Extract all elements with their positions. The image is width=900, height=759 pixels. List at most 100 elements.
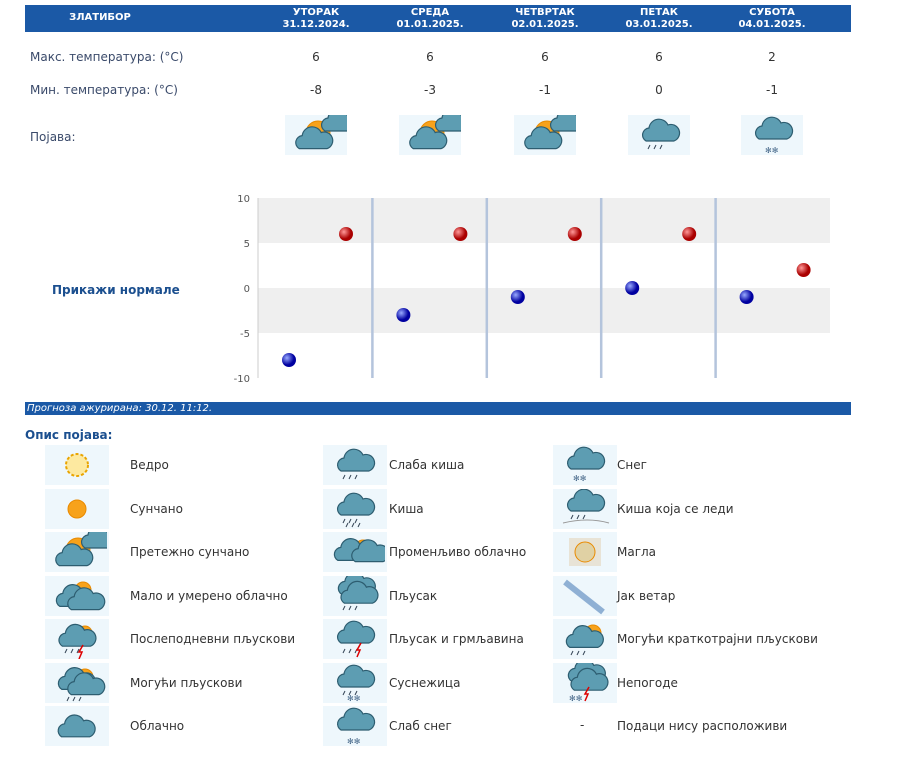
light-snow-icon: ✻✻ <box>323 706 387 746</box>
legend-label: Претежно сунчано <box>130 545 250 559</box>
svg-text:✻✻: ✻✻ <box>347 694 361 703</box>
legend-label: Киша која се леди <box>617 501 734 516</box>
y-tick-label: 10 <box>237 194 250 205</box>
forecast-updated: Прогноза ажурирана: 30.12. 11:12. <box>25 402 851 415</box>
sunny-icon <box>45 488 109 529</box>
fog-icon <box>553 532 617 572</box>
day-date: 02.01.2025. <box>511 19 579 30</box>
cloudy-icon <box>45 706 109 746</box>
legend-label: Слаба киша <box>389 458 465 472</box>
day-header: СРЕДА 01.01.2025. <box>375 7 485 31</box>
day-date: 03.01.2025. <box>625 19 693 30</box>
rain-icon <box>323 488 387 529</box>
svg-text:✻✻: ✻✻ <box>765 146 779 155</box>
day-header: СУБОТА 04.01.2025. <box>717 7 827 31</box>
min-temp: -1 <box>766 83 778 97</box>
thunderstorm-icon <box>323 619 387 659</box>
light-snow-icon: ✻✻ <box>741 115 803 155</box>
min-temp-point <box>739 290 754 304</box>
legend-label: Јак ветар <box>617 588 676 603</box>
min-temp-point <box>282 353 296 367</box>
day-name: УТОРАК <box>292 7 340 18</box>
legend-label: Ведро <box>130 458 169 472</box>
legend-label: Могући пљускови <box>130 675 243 690</box>
y-tick-label: -10 <box>234 374 250 385</box>
afternoon-showers-icon <box>45 619 109 660</box>
legend-label: Могући краткотрајни пљускови <box>617 632 818 646</box>
phenomenon-label: Појава: <box>30 130 76 144</box>
day-header: УТОРАК 31.12.2024. <box>261 7 371 31</box>
legend-label: Непогоде <box>617 675 678 690</box>
day-name: ПЕТАК <box>640 7 678 18</box>
min-temp-label: Мин. температура: (°C) <box>30 83 178 97</box>
day-date: 01.01.2025. <box>396 19 464 30</box>
legend-label: Пљусак <box>389 588 438 603</box>
brief-showers-icon <box>553 619 617 659</box>
legend-label: Променљиво облачно <box>389 545 527 559</box>
max-temp: 6 <box>541 50 549 64</box>
light-rain-icon <box>628 115 690 155</box>
min-temp: -1 <box>539 83 551 97</box>
y-tick-label: -5 <box>240 329 250 340</box>
min-temp-point <box>510 290 525 304</box>
forecast-header: ЗЛАТИБОР УТОРАК 31.12.2024. СРЕДА 01.01.202… <box>25 5 851 32</box>
y-tick-label: 0 <box>244 284 250 295</box>
min-temp: -8 <box>310 83 322 97</box>
strong-wind-icon <box>553 575 617 616</box>
day-header: ПЕТАК 03.01.2025. <box>604 7 714 31</box>
light-rain-icon <box>323 445 387 485</box>
day-name: СУБОТА <box>749 7 795 18</box>
partly-sunny-icon <box>285 108 360 155</box>
max-temp: 6 <box>312 50 320 64</box>
y-tick-label: 5 <box>244 239 250 250</box>
legend-label: Сунчано <box>130 501 183 516</box>
legend-label: Киша <box>389 501 424 516</box>
min-temp-point <box>625 281 640 295</box>
legend-label: Снег <box>617 458 647 472</box>
grid-band <box>258 198 830 243</box>
legend-label: Мало и умерено облачно <box>130 588 288 603</box>
legend-label: Облачно <box>130 719 185 733</box>
day-name: СРЕДА <box>410 7 450 18</box>
max-temp-point <box>567 227 582 241</box>
max-temp: 2 <box>768 50 776 64</box>
legend-label: Послеподневни пљускови <box>130 632 296 646</box>
show-normals-link[interactable]: Прикажи нормале <box>52 283 180 297</box>
svg-text:✻✻: ✻✻ <box>347 737 361 746</box>
min-temp-point <box>396 308 411 322</box>
variable-cloudy-icon <box>323 532 390 572</box>
min-temp: -3 <box>424 83 436 97</box>
showers-icon <box>323 571 387 616</box>
day-date: 04.01.2025. <box>738 19 806 30</box>
svg-text:✻✻: ✻✻ <box>573 474 587 483</box>
day-name: ЧЕТВРТАК <box>515 7 575 18</box>
sleet-icon: ✻✻ <box>323 662 387 703</box>
legend-label: Суснежица <box>389 675 461 690</box>
location-name: ЗЛАТИБОР <box>69 12 131 23</box>
legend-label: Магла <box>617 545 657 559</box>
legend-title: Опис појава: <box>25 428 113 442</box>
clear-icon <box>45 445 109 485</box>
partly-sunny-icon <box>45 525 120 572</box>
snow-icon: ✻✻ <box>553 445 617 485</box>
freezing-rain-icon <box>553 488 617 529</box>
grid-band <box>258 288 830 333</box>
partly-sunny-icon <box>514 108 589 155</box>
partly-sunny-icon <box>399 108 474 155</box>
max-temp-label: Макс. температура: (°C) <box>30 50 184 64</box>
max-temp: 6 <box>655 50 663 64</box>
day-date: 31.12.2024. <box>282 19 350 30</box>
max-temp-point <box>339 227 353 241</box>
max-temp-point <box>682 227 697 241</box>
legend-label: Слаб снег <box>389 719 452 733</box>
legend-label: Пљусак и грмљавина <box>389 632 524 646</box>
day-header: ЧЕТВРТАК 02.01.2025. <box>490 7 600 31</box>
mostly-cloudy-icon <box>45 575 109 616</box>
min-temp: 0 <box>655 83 663 97</box>
storm-icon: ✻✻ <box>553 658 617 703</box>
max-temp-point <box>453 227 468 241</box>
legend-label: Подаци нису расположиви <box>617 719 788 733</box>
max-temp-point <box>796 263 811 277</box>
svg-text:✻✻: ✻✻ <box>569 694 583 703</box>
max-temp: 6 <box>426 50 434 64</box>
